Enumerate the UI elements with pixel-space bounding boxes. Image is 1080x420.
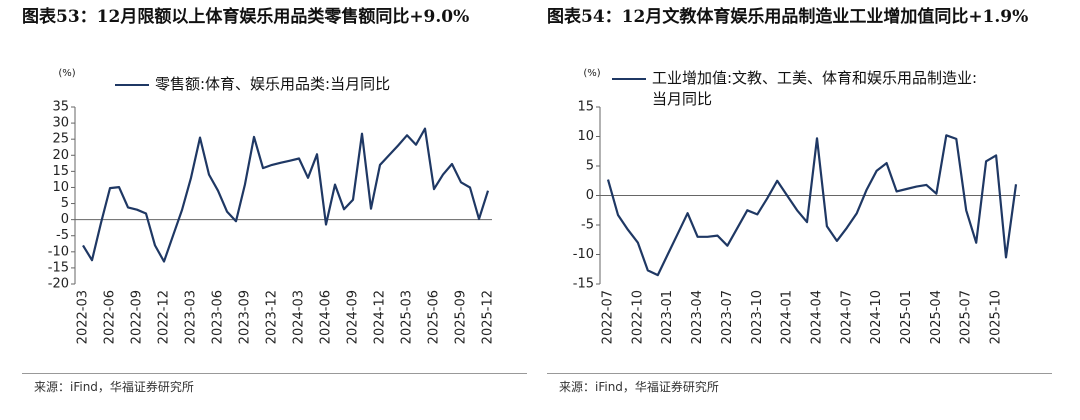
y-tick-label: -20 bbox=[48, 277, 69, 292]
y-tick-label: 30 bbox=[52, 116, 69, 131]
y-tick-label: 20 bbox=[52, 148, 69, 163]
x-tick-label: 2025-10 bbox=[989, 290, 1004, 344]
x-tick-label: 2023-01 bbox=[660, 290, 675, 344]
y-tick-label: 0 bbox=[586, 188, 594, 203]
x-tick-label: 2025-06 bbox=[427, 290, 442, 344]
data-line bbox=[606, 134, 1018, 277]
x-tick-label: 2022-09 bbox=[130, 290, 145, 344]
y-tick-label: 5 bbox=[586, 159, 594, 174]
x-tick-label: 2024-06 bbox=[319, 290, 334, 344]
x-tick-label: 2024-07 bbox=[839, 290, 854, 344]
x-tick-label: 2022-12 bbox=[157, 290, 172, 344]
y-tick-label: -15 bbox=[573, 277, 594, 292]
x-tick-label: 2024-10 bbox=[869, 290, 884, 344]
x-tick-label: 2022-03 bbox=[76, 290, 91, 344]
legend-label: 工业增加值:文教、工美、体育和娱乐用品制造业:当月同比 bbox=[652, 69, 978, 108]
x-tick-label: 2022-10 bbox=[630, 290, 645, 344]
x-tick-label: 2023-07 bbox=[720, 290, 735, 344]
y-tick-label: 35 bbox=[52, 100, 69, 115]
x-tick-label: 2024-03 bbox=[292, 290, 307, 344]
x-tick-label: 2023-12 bbox=[265, 290, 280, 344]
x-tick-label: 2022-06 bbox=[103, 290, 118, 344]
x-tick-label: 2023-10 bbox=[750, 290, 765, 344]
chart-title: 图表53：12月限额以上体育娱乐用品类零售额同比+9.0% bbox=[22, 7, 470, 27]
x-tick-label: 2025-07 bbox=[959, 290, 974, 344]
legend: 零售额:体育、娱乐用品类:当月同比 bbox=[115, 74, 475, 118]
y-unit: (%) bbox=[58, 68, 75, 79]
y-tick-label: -5 bbox=[56, 228, 69, 243]
y-tick-label: -10 bbox=[573, 247, 594, 262]
source-rule bbox=[547, 373, 1052, 374]
y-tick-label: 0 bbox=[61, 212, 69, 227]
legend-label: 零售额:体育、娱乐用品类:当月同比 bbox=[155, 75, 391, 93]
y-tick-label: -5 bbox=[581, 218, 594, 233]
source: 来源：iFind，华福证券研究所 bbox=[34, 380, 194, 394]
x-tick-label: 2024-01 bbox=[780, 290, 795, 344]
y-tick-label: 15 bbox=[577, 100, 594, 115]
legend: 工业增加值:文教、工美、体育和娱乐用品制造业:当月同比 bbox=[612, 68, 982, 112]
legend-swatch bbox=[115, 84, 149, 86]
x-tick-label: 2025-09 bbox=[454, 290, 469, 344]
data-line bbox=[82, 127, 490, 263]
y-tick-label: 10 bbox=[52, 180, 69, 195]
y-tick-label: 15 bbox=[52, 164, 69, 179]
x-tick-label: 2024-04 bbox=[809, 290, 824, 344]
y-tick-label: 10 bbox=[577, 129, 594, 144]
x-tick-label: 2023-06 bbox=[211, 290, 226, 344]
legend-swatch bbox=[612, 78, 646, 80]
x-tick-label: 2023-04 bbox=[690, 290, 705, 344]
x-tick-label: 2025-04 bbox=[929, 290, 944, 344]
y-unit: (%) bbox=[583, 68, 600, 79]
source-rule bbox=[22, 373, 527, 374]
x-tick-label: 2023-09 bbox=[238, 290, 253, 344]
x-tick-label: 2024-12 bbox=[373, 290, 388, 344]
y-tick-label: 25 bbox=[52, 132, 69, 147]
y-tick-label: -10 bbox=[48, 244, 69, 259]
y-tick-label: 5 bbox=[61, 196, 69, 211]
x-tick-label: 2025-03 bbox=[400, 290, 415, 344]
x-tick-label: 2022-07 bbox=[601, 290, 616, 344]
x-tick-label: 2025-12 bbox=[481, 290, 496, 344]
x-tick-label: 2025-01 bbox=[899, 290, 914, 344]
chart-title: 图表54：12月文教体育娱乐用品制造业工业增加值同比+1.9% bbox=[547, 7, 1029, 27]
source: 来源：iFind，华福证券研究所 bbox=[559, 380, 719, 394]
y-tick-label: -15 bbox=[48, 260, 69, 275]
x-tick-label: 2023-03 bbox=[184, 290, 199, 344]
x-tick-label: 2024-09 bbox=[346, 290, 361, 344]
